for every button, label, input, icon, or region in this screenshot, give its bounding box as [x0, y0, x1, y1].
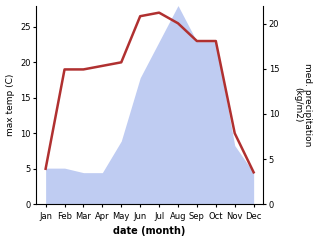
Y-axis label: max temp (C): max temp (C): [5, 74, 15, 136]
X-axis label: date (month): date (month): [114, 227, 186, 236]
Y-axis label: med. precipitation
(kg/m2): med. precipitation (kg/m2): [293, 63, 313, 147]
